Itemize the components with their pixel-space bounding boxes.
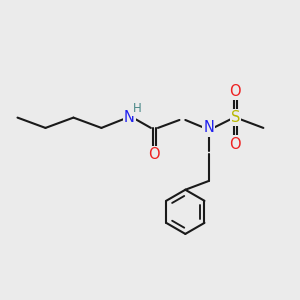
Text: N: N xyxy=(203,120,214,135)
Text: O: O xyxy=(230,84,241,99)
Text: N: N xyxy=(124,110,135,125)
Text: O: O xyxy=(230,136,241,152)
Text: S: S xyxy=(231,110,240,125)
Text: O: O xyxy=(148,147,160,162)
Text: H: H xyxy=(133,102,142,115)
